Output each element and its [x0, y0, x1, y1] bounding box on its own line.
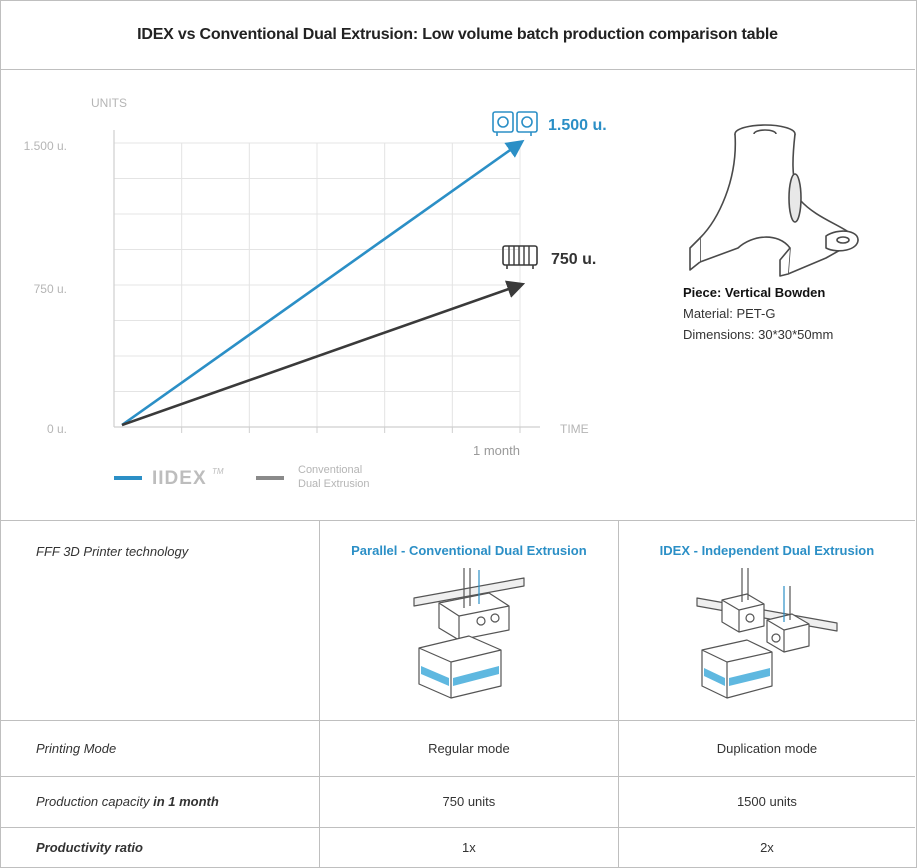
conventional-column-head: Parallel - Conventional Dual Extrusion: [318, 521, 619, 720]
y-axis-label: UNITS: [91, 96, 127, 110]
piece-title: Piece: Vertical Bowden: [683, 285, 826, 300]
table-row: Productivity ratio 1x 2x: [0, 826, 915, 867]
legend-conventional-line2: Dual Extrusion: [298, 478, 370, 490]
conventional-column-title: Parallel - Conventional Dual Extrusion: [351, 543, 587, 558]
vertical-bowden-piece-illustration: [689, 124, 859, 277]
chart-legend: IIDEX TM Conventional Dual Extrusion: [114, 464, 370, 490]
title-row: IDEX vs Conventional Dual Extrusion: Low…: [0, 0, 915, 70]
row-label-emphasis: Productivity ratio: [36, 839, 143, 855]
row-label-emphasis: in 1 month: [153, 794, 219, 809]
cell-conventional-ratio: 1x: [318, 826, 619, 867]
table-row: Production capacity in 1 month 750 units…: [0, 775, 915, 827]
legend-idex-tm: TM: [212, 467, 224, 476]
x-tick-label-1-month: 1 month: [473, 443, 520, 458]
legend-conventional-line1: Conventional: [298, 464, 362, 476]
cell-idex-ratio: 2x: [617, 826, 915, 867]
cell-idex-capacity: 1500 units: [617, 775, 915, 827]
piece-dimensions: Dimensions: 30*30*50mm: [683, 327, 834, 342]
table-row: Printing Mode Regular mode Duplication m…: [0, 719, 915, 776]
idex-end-label: 1.500 u.: [548, 117, 607, 134]
idex-printer-icon: [492, 111, 538, 136]
y-tick-label-750: 750 u.: [34, 282, 67, 296]
cell-conventional-capacity: 750 units: [318, 775, 619, 827]
y-tick-label-1500: 1.500 u.: [24, 139, 67, 153]
chart-ticks: [181, 427, 521, 433]
row-label-production-capacity: Production capacity in 1 month: [0, 775, 320, 827]
x-axis-label: TIME: [560, 422, 589, 436]
idex-extruder-illustration: [696, 568, 838, 699]
piece-info: Piece: Vertical Bowden Material: PET-G D…: [683, 282, 833, 345]
table-header-row: FFF 3D Printer technology Parallel - Con…: [0, 521, 915, 720]
idex-column-title: IDEX - Independent Dual Extrusion: [659, 543, 875, 558]
page-title: IDEX vs Conventional Dual Extrusion: Low…: [137, 25, 778, 43]
row-label-productivity-ratio: Productivity ratio: [0, 826, 320, 867]
legend-idex-logo: IIDEX: [152, 468, 207, 489]
row-label-text: Production capacity: [36, 794, 154, 809]
chart-area: UNITS TIME 1.500 u. 750 u. 0 u. 1 month …: [0, 70, 915, 521]
row-label-text: Printing Mode: [36, 740, 117, 756]
tech-label: FFF 3D Printer technology: [36, 544, 189, 559]
tech-label-cell: FFF 3D Printer technology: [0, 521, 319, 720]
production-chart: UNITS TIME 1.500 u. 750 u. 0 u. 1 month …: [24, 96, 859, 490]
series-line-conventional: [121, 280, 526, 427]
comparison-table: FFF 3D Printer technology Parallel - Con…: [0, 521, 915, 867]
row-label-printing-mode: Printing Mode: [0, 719, 320, 776]
idex-column-head: IDEX - Independent Dual Extrusion: [617, 521, 915, 720]
series-layer: [121, 139, 526, 427]
conventional-end-label: 750 u.: [551, 251, 596, 268]
cell-conventional-printing-mode: Regular mode: [318, 719, 619, 776]
conventional-extruder-illustration: [413, 568, 525, 699]
series-line-idex: [121, 139, 525, 427]
conventional-printer-icon: [502, 245, 538, 269]
y-tick-label-0: 0 u.: [47, 422, 67, 436]
piece-material: Material: PET-G: [683, 306, 776, 321]
cell-idex-printing-mode: Duplication mode: [617, 719, 915, 776]
